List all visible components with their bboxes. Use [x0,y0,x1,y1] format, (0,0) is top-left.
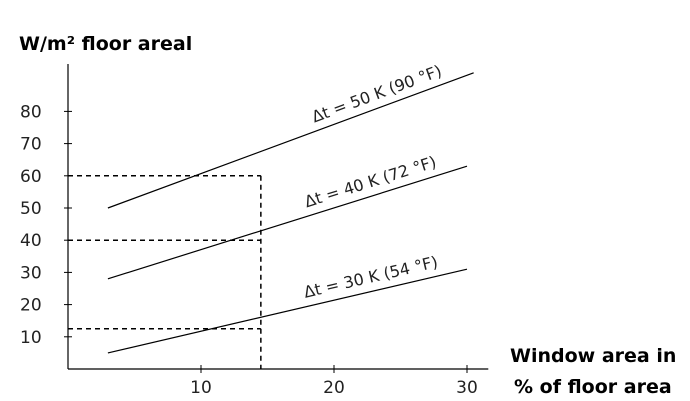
x-axis-label-line2: % of floor area [514,376,672,398]
axes [67,64,489,370]
y-tick-label: 60 [20,167,42,187]
series-label: Δt = 30 K (54 °F) [302,252,440,302]
y-tick-label: 50 [20,199,42,219]
y-tick-label: 20 [20,296,42,316]
series-line [107,72,474,209]
y-axis-label: W/m² floor areal [19,33,192,55]
x-tick-label: 30 [456,378,478,398]
y-tick-label: 10 [20,328,42,348]
x-tick-label: 10 [190,378,212,398]
ticks: 10 20 30 40 50 60 70 80 10 20 30 [20,102,478,398]
series-label: Δt = 50 K (90 °F) [309,61,444,126]
y-tick-label: 80 [20,102,42,122]
y-tick-label: 40 [20,231,42,251]
x-axis-label-line1: Window area in [510,345,676,367]
y-tick-label: 70 [20,135,42,155]
series-labels: Δt = 50 K (90 °F)Δt = 40 K (72 °F)Δt = 3… [302,61,444,302]
series-lines [107,72,474,354]
series-line [107,165,468,280]
x-tick-label: 20 [323,378,345,398]
y-tick-label: 30 [20,263,42,283]
series-line [107,268,468,354]
